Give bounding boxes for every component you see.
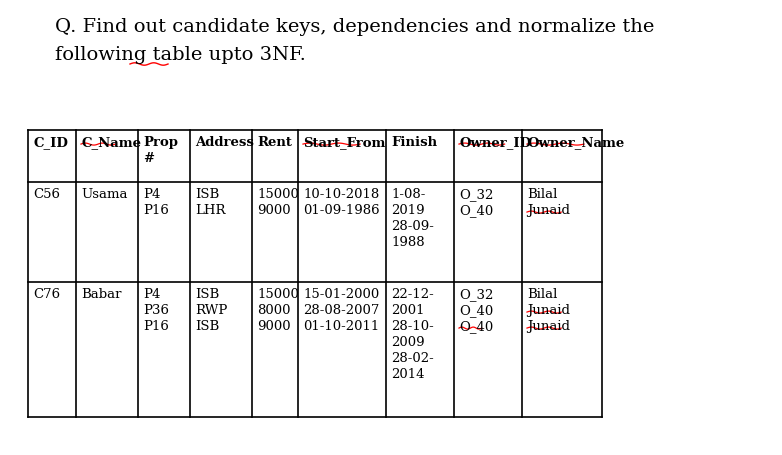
- Text: Start_From: Start_From: [303, 136, 386, 149]
- Text: O_40: O_40: [459, 304, 493, 317]
- Text: C_Name: C_Name: [81, 136, 141, 149]
- Text: ISB: ISB: [195, 288, 219, 301]
- Text: #: #: [143, 152, 154, 165]
- Text: O_40: O_40: [459, 204, 493, 217]
- Text: 1988: 1988: [391, 236, 425, 249]
- Text: P4: P4: [143, 188, 160, 201]
- Text: Rent: Rent: [257, 136, 292, 149]
- Text: 28-02-: 28-02-: [391, 352, 434, 365]
- Text: 2001: 2001: [391, 304, 425, 317]
- Text: following table upto 3NF.: following table upto 3NF.: [55, 46, 306, 64]
- Text: 2019: 2019: [391, 204, 425, 217]
- Text: Finish: Finish: [391, 136, 437, 149]
- Text: 28-08-2007: 28-08-2007: [303, 304, 379, 317]
- Text: Bilal: Bilal: [527, 288, 558, 301]
- Text: 01-10-2011: 01-10-2011: [303, 320, 379, 333]
- Text: Prop: Prop: [143, 136, 178, 149]
- Text: 10-10-2018: 10-10-2018: [303, 188, 379, 201]
- Text: 22-12-: 22-12-: [391, 288, 434, 301]
- Text: 9000: 9000: [257, 204, 291, 217]
- Text: C76: C76: [33, 288, 60, 301]
- Text: P36: P36: [143, 304, 169, 317]
- Text: LHR: LHR: [195, 204, 225, 217]
- Text: O_40: O_40: [459, 320, 493, 333]
- Text: 2009: 2009: [391, 336, 425, 349]
- Text: Babar: Babar: [81, 288, 121, 301]
- Text: Q. Find out candidate keys, dependencies and normalize the: Q. Find out candidate keys, dependencies…: [55, 18, 655, 36]
- Text: 2014: 2014: [391, 368, 425, 381]
- Text: Owner_ID: Owner_ID: [459, 136, 531, 149]
- Text: O_32: O_32: [459, 188, 493, 201]
- Text: 1-08-: 1-08-: [391, 188, 425, 201]
- Text: Junaid: Junaid: [527, 320, 570, 333]
- Text: Junaid: Junaid: [527, 304, 570, 317]
- Text: C_ID: C_ID: [33, 136, 68, 149]
- Text: 9000: 9000: [257, 320, 291, 333]
- Text: P16: P16: [143, 204, 169, 217]
- Text: Bilal: Bilal: [527, 188, 558, 201]
- Text: 15000: 15000: [257, 188, 299, 201]
- Text: 8000: 8000: [257, 304, 290, 317]
- Text: Owner_Name: Owner_Name: [527, 136, 624, 149]
- Text: ISB: ISB: [195, 188, 219, 201]
- Text: C56: C56: [33, 188, 60, 201]
- Text: P4: P4: [143, 288, 160, 301]
- Text: 15000: 15000: [257, 288, 299, 301]
- Text: RWP: RWP: [195, 304, 228, 317]
- Text: 01-09-1986: 01-09-1986: [303, 204, 379, 217]
- Text: Address: Address: [195, 136, 254, 149]
- Text: Junaid: Junaid: [527, 204, 570, 217]
- Text: 28-10-: 28-10-: [391, 320, 434, 333]
- Text: 28-09-: 28-09-: [391, 220, 434, 233]
- Text: P16: P16: [143, 320, 169, 333]
- Text: 15-01-2000: 15-01-2000: [303, 288, 379, 301]
- Text: ISB: ISB: [195, 320, 219, 333]
- Text: Usama: Usama: [81, 188, 127, 201]
- Text: O_32: O_32: [459, 288, 493, 301]
